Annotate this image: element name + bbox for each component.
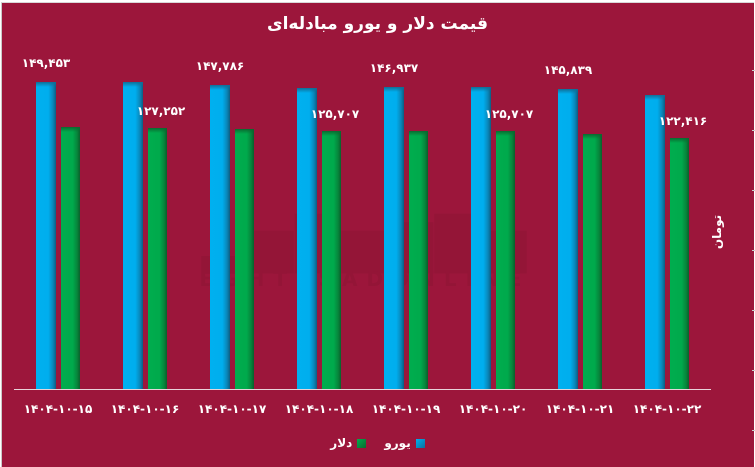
data-label: ۱۲۵,۷۰۷	[310, 107, 360, 121]
data-label: ۱۲۵,۷۰۷	[484, 107, 534, 121]
data-label: ۱۲۲,۴۱۶	[658, 114, 708, 128]
bar-dollar[interactable]	[496, 131, 515, 389]
bar-dollar[interactable]	[583, 134, 602, 389]
bar-euro[interactable]	[384, 87, 404, 389]
data-label: ۱۴۷,۷۸۶	[195, 59, 245, 73]
x-tick-label: ۱۴۰۴-۱۰-۱۷	[197, 402, 267, 416]
data-label: ۱۲۷,۲۵۲	[136, 104, 186, 118]
x-tick-label: ۱۴۰۴-۱۰-۱۸	[284, 402, 354, 416]
scroll-tick	[752, 130, 755, 131]
x-tick-label: ۱۴۰۴-۱۰-۱۵	[23, 402, 93, 416]
scroll-tick	[752, 70, 755, 71]
data-label: ۱۴۵,۸۳۹	[543, 63, 593, 77]
legend-item-euro[interactable]: یورو	[384, 436, 425, 450]
data-label: ۱۴۶,۹۳۷	[369, 61, 419, 75]
x-tick-label: ۱۴۰۴-۱۰-۱۹	[371, 402, 441, 416]
scroll-tick	[752, 370, 755, 371]
scroll-tick	[752, 310, 755, 311]
bar-euro[interactable]	[36, 82, 56, 389]
bar-dollar[interactable]	[61, 127, 80, 389]
bar-dollar[interactable]	[409, 131, 428, 389]
scroll-tick	[752, 250, 755, 251]
x-axis-line	[14, 389, 711, 390]
x-tick-label: ۱۴۰۴-۱۰-۲۰	[458, 402, 528, 416]
y-axis-label: تومان	[710, 214, 724, 250]
x-tick-label: ۱۴۰۴-۱۰-۲۱	[545, 402, 615, 416]
bar-euro[interactable]	[471, 87, 491, 389]
legend-label-euro: یورو	[384, 436, 411, 450]
legend-item-dollar[interactable]: دلار	[330, 436, 367, 450]
bar-euro[interactable]	[210, 85, 230, 389]
x-tick-label: ۱۴۰۴-۱۰-۱۶	[110, 402, 180, 416]
bar-dollar[interactable]	[148, 128, 167, 389]
data-label: ۱۴۹,۴۵۳	[21, 56, 71, 70]
bar-dollar[interactable]	[670, 138, 689, 389]
bar-euro[interactable]	[297, 88, 317, 389]
scroll-tick	[752, 190, 755, 191]
x-tick-label: ۱۴۰۴-۱۰-۲۲	[632, 402, 702, 416]
bar-dollar[interactable]	[322, 131, 341, 389]
chart-title: قیمت دلار و یورو مبادله‌ای	[267, 14, 488, 34]
legend: یورو دلار	[0, 436, 755, 450]
scroll-tick	[752, 430, 755, 431]
bar-dollar[interactable]	[235, 129, 254, 389]
legend-label-dollar: دلار	[330, 436, 353, 450]
bar-euro[interactable]	[558, 89, 578, 389]
bar-euro[interactable]	[645, 95, 665, 389]
bar-euro[interactable]	[123, 82, 143, 389]
dollar-swatch-icon	[357, 438, 367, 448]
euro-swatch-icon	[415, 438, 425, 448]
